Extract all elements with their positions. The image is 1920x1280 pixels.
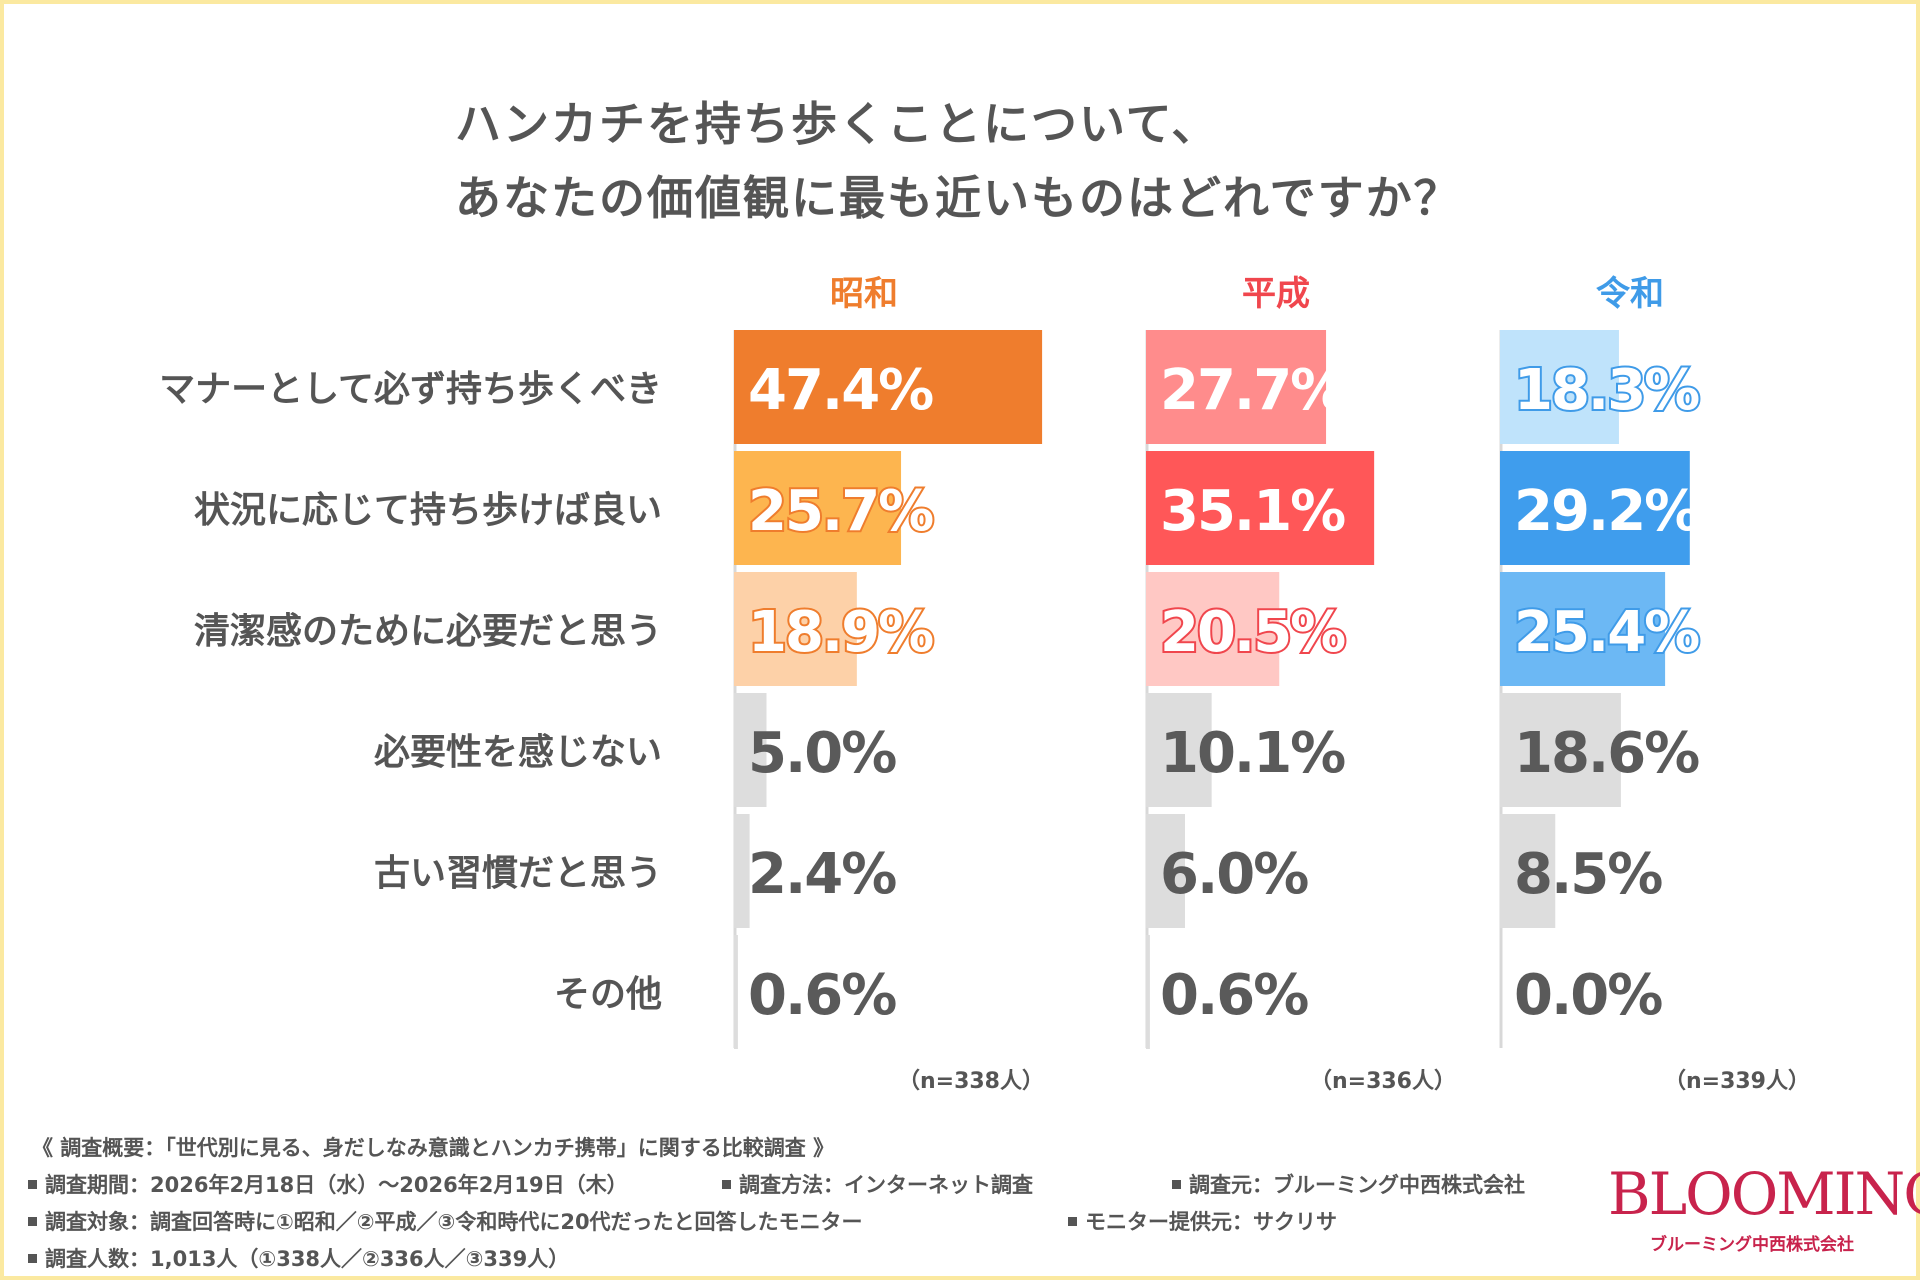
- series-header: 昭和: [830, 274, 898, 314]
- bar: [1146, 572, 1280, 686]
- data-label: 18.9%: [748, 600, 933, 665]
- data-label: 29.2%: [1514, 479, 1699, 544]
- survey-summary-title: 《 調査概要：「世代別に見る、身だしなみ意識とハンカチ携帯」に関する比較調査 》: [32, 1136, 835, 1160]
- survey-target-text: 調査対象：調査回答時に①昭和／②平成／③令和時代に20代だったと回答したモニター: [45, 1210, 863, 1234]
- data-label: 35.1%: [1160, 479, 1345, 544]
- category-label: 古い習慣だと思う: [374, 853, 662, 894]
- bar: [734, 572, 857, 686]
- data-label: 25.4%: [1514, 600, 1699, 665]
- survey-period: 調査期間：2026年2月18日（水）～2026年2月19日（木）: [28, 1169, 628, 1199]
- data-label: 5.0%: [748, 721, 896, 786]
- sample-size-label: （n=336人）: [1310, 1069, 1456, 1094]
- bullet-icon: [28, 1179, 37, 1189]
- survey-method-text: 調査方法：インターネット調査: [739, 1173, 1033, 1197]
- series-header: 令和: [1596, 274, 1664, 314]
- category-label: マナーとして必ず持ち歩くべき: [159, 369, 662, 410]
- bar: [1146, 451, 1375, 565]
- data-label: 0.6%: [748, 963, 896, 1028]
- survey-count-text: 調査人数：1,013人（①338人／②336人／③339人）: [45, 1247, 570, 1271]
- data-label: 2.4%: [748, 842, 896, 907]
- data-label: 27.7%: [1160, 358, 1345, 423]
- data-label: 20.5%: [1160, 600, 1345, 665]
- data-label: 47.4%: [748, 358, 933, 423]
- survey-period-text: 調査期間：2026年2月18日（水）～2026年2月19日（木）: [45, 1173, 628, 1197]
- survey-target: 調査対象：調査回答時に①昭和／②平成／③令和時代に20代だったと回答したモニター: [28, 1206, 863, 1236]
- data-label: 10.1%: [1160, 721, 1345, 786]
- bullet-icon: [1172, 1179, 1181, 1189]
- category-label: 必要性を感じない: [374, 732, 662, 773]
- data-label: 18.6%: [1514, 721, 1699, 786]
- chart-title-line-1: ハンカチを持ち歩くことについて、: [455, 97, 1220, 151]
- bar: [734, 451, 902, 565]
- data-label: 8.5%: [1514, 842, 1662, 907]
- bar: [1500, 330, 1619, 444]
- logo-company-name: ブルーミング中西株式会社: [1650, 1235, 1854, 1255]
- bar: [734, 814, 750, 928]
- logo-wordmark: BLOOMING: [1608, 1160, 1920, 1228]
- data-label: 18.3%: [1514, 358, 1699, 423]
- bar: [1500, 572, 1666, 686]
- survey-method: 調査方法：インターネット調査: [722, 1169, 1033, 1199]
- bar: [734, 330, 1043, 444]
- bar: [1500, 814, 1556, 928]
- sample-size-label: （n=338人）: [898, 1069, 1044, 1094]
- category-label: その他: [554, 974, 662, 1015]
- bar: [1146, 935, 1150, 1049]
- data-label: 6.0%: [1160, 842, 1308, 907]
- survey-source: 調査元：ブルーミング中西株式会社: [1172, 1169, 1525, 1199]
- bar: [1146, 693, 1212, 807]
- chart-title-line-2: あなたの価値観に最も近いものはどれですか？: [455, 171, 1462, 225]
- bullet-icon: [28, 1253, 37, 1263]
- category-label: 状況に応じて持ち歩けば良い: [194, 490, 662, 531]
- bar-chart: マナーとして必ず持ち歩くべき状況に応じて持ち歩けば良い清潔感のために必要だと思う…: [159, 274, 1810, 1094]
- bullet-icon: [1068, 1216, 1077, 1226]
- bar: [1146, 330, 1327, 444]
- data-label: 0.6%: [1160, 963, 1308, 1028]
- brand-logo: BLOOMING ブルーミング中西株式会社: [1600, 1160, 1920, 1260]
- series-header: 平成: [1242, 274, 1310, 314]
- bar: [734, 693, 767, 807]
- category-label: 清潔感のために必要だと思う: [194, 611, 662, 652]
- survey-count: 調査人数：1,013人（①338人／②336人／③339人）: [28, 1243, 569, 1273]
- bar: [734, 935, 738, 1049]
- monitor-provider-text: モニター提供元：サクリサ: [1085, 1210, 1337, 1234]
- survey-source-text: 調査元：ブルーミング中西株式会社: [1189, 1173, 1525, 1197]
- bar: [1500, 451, 1690, 565]
- sample-size-label: （n=339人）: [1664, 1069, 1810, 1094]
- data-label: 0.0%: [1514, 963, 1662, 1028]
- bar: [1500, 693, 1621, 807]
- bullet-icon: [722, 1179, 731, 1189]
- data-label: 25.7%: [748, 479, 933, 544]
- bar: [1146, 814, 1185, 928]
- bullet-icon: [28, 1216, 37, 1226]
- monitor-provider: モニター提供元：サクリサ: [1068, 1206, 1337, 1236]
